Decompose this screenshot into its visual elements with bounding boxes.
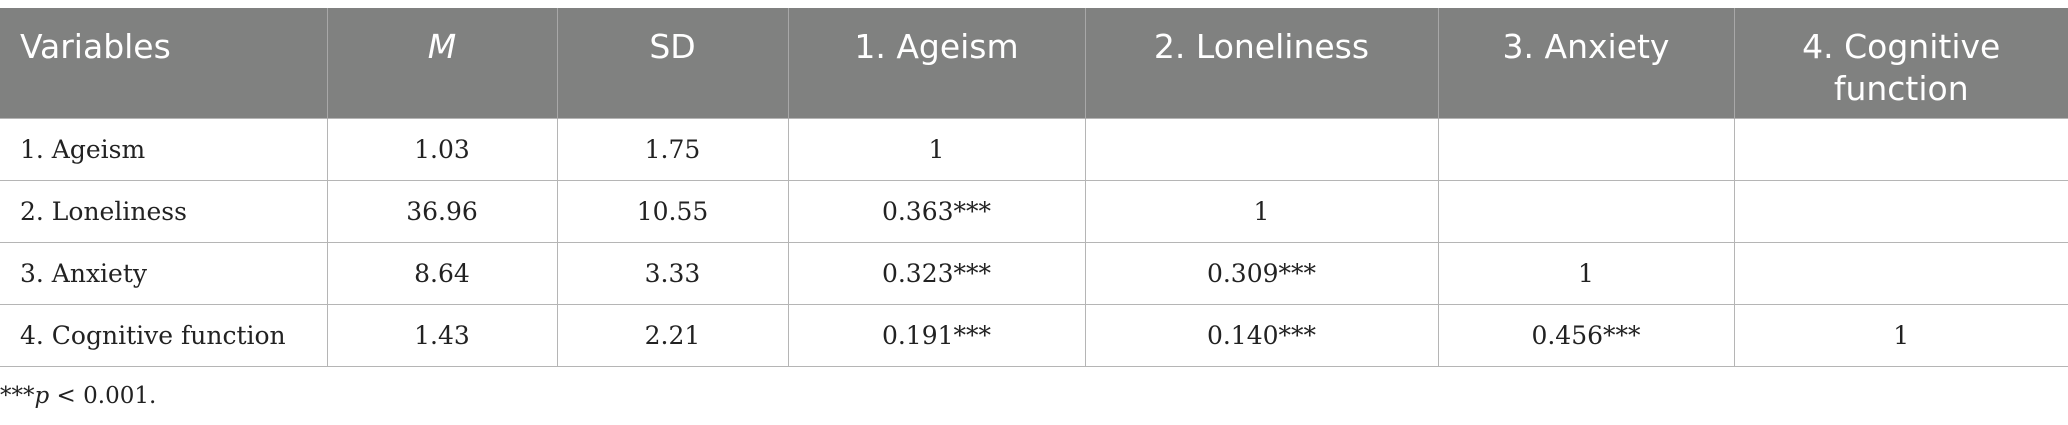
cell-sd: 1.75 — [557, 117, 789, 181]
footnote-stars: *** — [0, 383, 35, 409]
table-row: 2. Loneliness 36.96 10.55 0.363*** 1 — [0, 180, 2068, 243]
cell-cognitive-function: 1 — [1734, 304, 2068, 367]
header-mean: M — [327, 8, 558, 118]
cell-cognitive-function — [1734, 117, 2068, 181]
cell-ageism: 0.323*** — [788, 242, 1086, 305]
cell-ageism: 0.191*** — [788, 304, 1086, 367]
table-footnote: ***p < 0.001. — [0, 383, 156, 409]
cell-anxiety — [1438, 180, 1735, 243]
cell-cognitive-function — [1734, 180, 2068, 243]
header-loneliness: 2. Loneliness — [1085, 8, 1439, 118]
table-row: 1. Ageism 1.03 1.75 1 — [0, 117, 2068, 181]
cell-anxiety: 0.456*** — [1438, 304, 1735, 367]
cell-anxiety: 1 — [1438, 242, 1735, 305]
header-variables: Variables — [0, 8, 328, 118]
cell-anxiety — [1438, 117, 1735, 181]
cell-loneliness — [1085, 117, 1439, 181]
row-label: 3. Anxiety — [0, 242, 328, 305]
cell-loneliness: 1 — [1085, 180, 1439, 243]
table-row: 3. Anxiety 8.64 3.33 0.323*** 0.309*** 1 — [0, 242, 2068, 305]
row-label: 1. Ageism — [0, 117, 328, 181]
cell-sd: 10.55 — [557, 180, 789, 243]
cell-mean: 1.43 — [327, 304, 558, 367]
correlation-table: Variables M SD 1. Ageism 2. Loneliness 3… — [0, 8, 2068, 367]
cell-mean: 36.96 — [327, 180, 558, 243]
row-label: 2. Loneliness — [0, 180, 328, 243]
cell-loneliness: 0.309*** — [1085, 242, 1439, 305]
cell-sd: 2.21 — [557, 304, 789, 367]
cell-mean: 1.03 — [327, 117, 558, 181]
cell-mean: 8.64 — [327, 242, 558, 305]
correlation-table-container: Variables M SD 1. Ageism 2. Loneliness 3… — [0, 8, 2068, 367]
cell-loneliness: 0.140*** — [1085, 304, 1439, 367]
footnote-text: < 0.001. — [49, 383, 157, 409]
row-label: 4. Cognitive function — [0, 304, 328, 367]
header-ageism: 1. Ageism — [788, 8, 1086, 118]
footnote-p: p — [34, 383, 50, 409]
cell-sd: 3.33 — [557, 242, 789, 305]
cell-ageism: 0.363*** — [788, 180, 1086, 243]
table-header-row: Variables M SD 1. Ageism 2. Loneliness 3… — [0, 8, 2068, 118]
table-row: 4. Cognitive function 1.43 2.21 0.191***… — [0, 304, 2068, 367]
header-anxiety: 3. Anxiety — [1438, 8, 1735, 118]
header-cognitive-function: 4. Cognitive function — [1734, 8, 2068, 118]
header-sd: SD — [557, 8, 789, 118]
cell-ageism: 1 — [788, 117, 1086, 181]
cell-cognitive-function — [1734, 242, 2068, 305]
